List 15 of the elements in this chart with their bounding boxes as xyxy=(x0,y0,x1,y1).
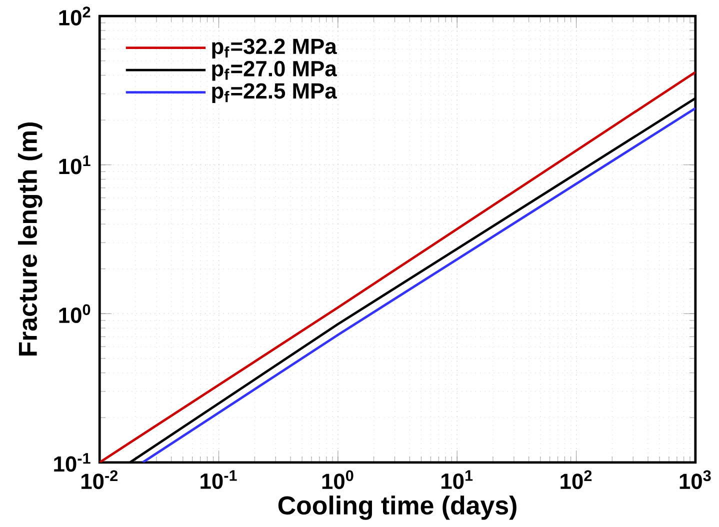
y-tick-label: 10$^{-1}$ xyxy=(54,452,90,472)
legend-label: p$_{f}$=22.5 MPa xyxy=(212,83,337,103)
legend-label: p$_{f}$=32.2 MPa xyxy=(212,38,337,58)
x-tick-label: 10$^{0}$ xyxy=(322,470,354,490)
x-tick-label: 10$^{3}$ xyxy=(680,470,711,490)
x-axis-title: Cooling time (days) xyxy=(278,496,516,520)
y-tick-label: 10$^{1}$ xyxy=(59,155,90,174)
x-tick-label: 10$^{-2}$ xyxy=(81,470,118,490)
x-tick-label: 10$^{1}$ xyxy=(442,470,473,489)
y-tick-label: 10$^{2}$ xyxy=(59,6,90,26)
y-axis-title: Fracture length (m) xyxy=(18,122,42,356)
y-tick-label: 10$^{0}$ xyxy=(59,304,90,323)
legend-label: p$_{f}$=27.0 MPa xyxy=(212,60,337,81)
x-tick-label: 10$^{-1}$ xyxy=(200,470,237,489)
x-tick-label: 10$^{2}$ xyxy=(560,470,592,490)
